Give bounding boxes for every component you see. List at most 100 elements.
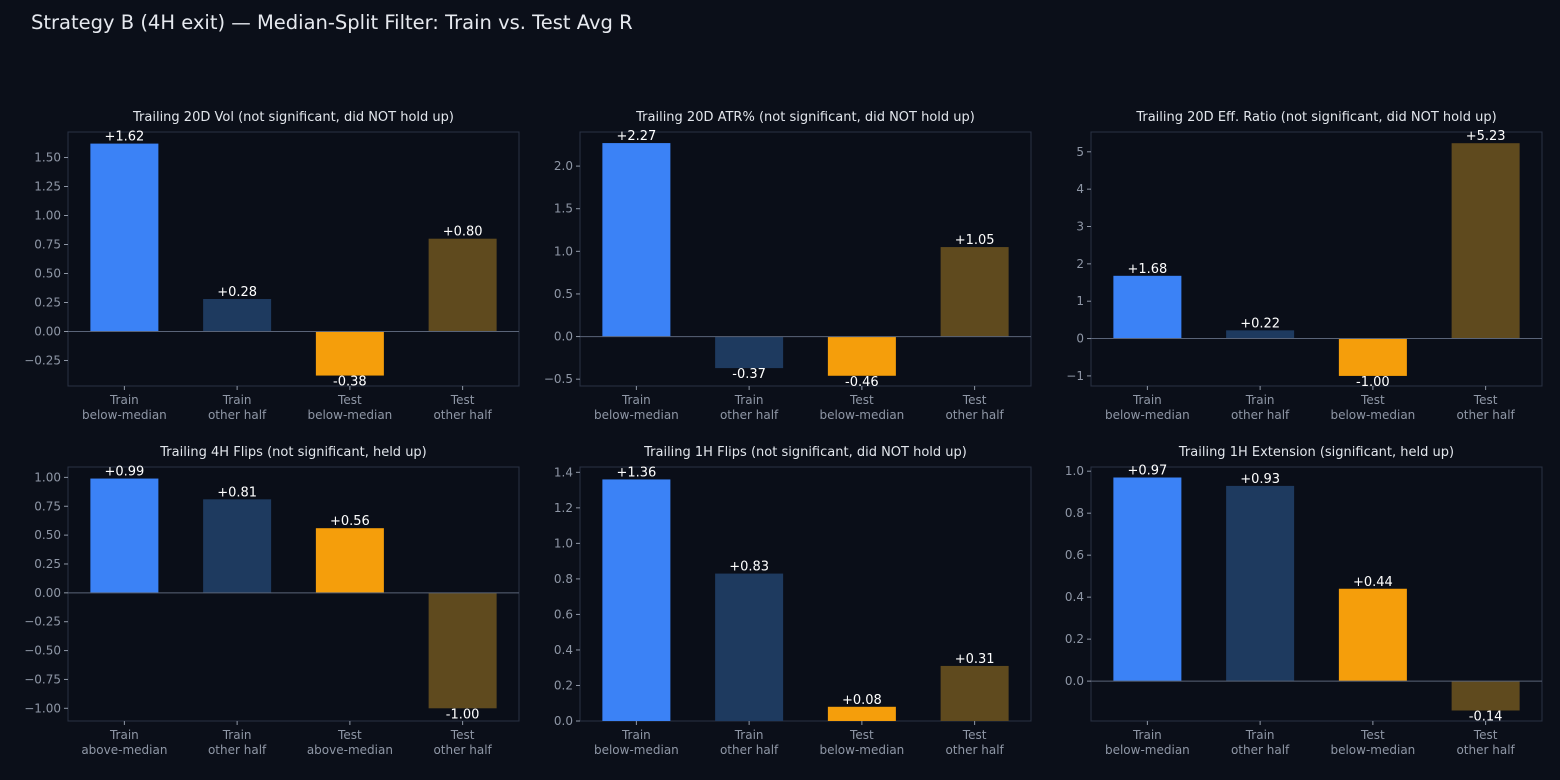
bar: [1338, 338, 1407, 376]
panel-title: Trailing 20D ATR% (not significant, did …: [635, 110, 975, 125]
category-label: Test other half: [1456, 393, 1515, 422]
y-tick-label: 0.50: [34, 266, 61, 280]
y-tick-label: 0: [1076, 332, 1084, 346]
bar: [1451, 681, 1520, 711]
data-label: -0.14: [1469, 710, 1503, 725]
category-label: Test above-median: [307, 728, 393, 757]
data-label: +1.62: [104, 130, 144, 145]
y-tick-label: −0.25: [24, 353, 61, 367]
bar: [940, 247, 1009, 337]
data-label: +1.05: [955, 233, 995, 248]
category-label: Train other half: [720, 393, 779, 422]
chart-panel: Trailing 20D Vol (not significant, did N…: [24, 110, 520, 422]
data-label: +0.44: [1353, 575, 1393, 590]
data-label: -0.46: [845, 375, 879, 390]
data-label: +0.99: [104, 465, 144, 480]
y-tick-label: 0.0: [554, 330, 573, 344]
bar: [315, 528, 384, 593]
bar: [90, 143, 159, 332]
y-tick-label: 1.00: [34, 209, 61, 223]
bar: [1226, 485, 1295, 682]
y-tick-label: 0.4: [554, 643, 573, 657]
bar: [90, 478, 159, 593]
y-tick-label: 1.0: [554, 536, 573, 550]
chart-panel: Trailing 20D Eff. Ratio (not significant…: [1066, 110, 1543, 422]
bar: [1113, 477, 1182, 682]
category-label: Test other half: [945, 728, 1004, 757]
category-label: Train above-median: [81, 728, 167, 757]
bar: [1338, 588, 1407, 682]
category-label: Train below-median: [1105, 393, 1190, 422]
chart-panel: Trailing 4H Flips (not significant, held…: [24, 445, 520, 757]
bar: [602, 143, 671, 337]
y-tick-label: 0.8: [1065, 506, 1084, 520]
chart-panel: Trailing 1H Flips (not significant, did …: [554, 445, 1032, 757]
y-tick-label: 4: [1076, 182, 1084, 196]
y-tick-label: 0.2: [1065, 632, 1084, 646]
bar: [827, 706, 896, 721]
y-tick-label: 0.4: [1065, 590, 1084, 604]
data-label: -0.38: [333, 375, 367, 390]
y-tick-label: 0.6: [554, 607, 573, 621]
category-label: Test below-median: [307, 393, 392, 422]
category-label: Test other half: [1456, 728, 1515, 757]
data-label: -1.00: [446, 707, 480, 722]
category-label: Test below-median: [819, 728, 904, 757]
y-tick-label: 5: [1076, 145, 1084, 159]
category-label: Train below-median: [82, 393, 167, 422]
panel-title: Trailing 20D Eff. Ratio (not significant…: [1135, 110, 1496, 125]
bar: [428, 238, 497, 332]
data-label: -0.37: [732, 367, 766, 382]
data-label: +0.80: [443, 225, 483, 240]
data-label: +0.08: [842, 693, 882, 708]
category-label: Train other half: [208, 393, 267, 422]
data-label: +5.23: [1466, 129, 1506, 144]
y-tick-label: 1.00: [34, 470, 61, 484]
data-label: +0.22: [1240, 316, 1280, 331]
category-label: Train below-median: [1105, 728, 1190, 757]
bar: [1226, 330, 1295, 339]
y-tick-label: 1.25: [34, 180, 61, 194]
data-label: +1.36: [616, 465, 656, 480]
y-tick-label: 0.50: [34, 528, 61, 542]
y-tick-label: 0.75: [34, 499, 61, 513]
y-tick-label: 0.25: [34, 557, 61, 571]
y-tick-label: 0.2: [554, 678, 573, 692]
category-label: Train below-median: [594, 393, 679, 422]
data-label: +0.28: [217, 285, 257, 300]
y-tick-label: −1: [1066, 369, 1084, 383]
y-tick-label: 0.00: [34, 324, 61, 338]
y-tick-label: 3: [1076, 220, 1084, 234]
data-label: +2.27: [616, 129, 656, 144]
category-label: Train other half: [1231, 728, 1290, 757]
y-tick-label: −0.75: [24, 672, 61, 686]
y-tick-label: 1: [1076, 294, 1084, 308]
y-tick-label: 0.75: [34, 238, 61, 252]
data-label: +0.56: [330, 514, 370, 529]
bar: [428, 592, 497, 709]
data-label: +0.81: [217, 485, 257, 500]
panel-title: Trailing 20D Vol (not significant, did N…: [132, 110, 454, 125]
panel-title: Trailing 1H Extension (significant, held…: [1178, 445, 1454, 460]
y-tick-label: 2: [1076, 257, 1084, 271]
category-label: Test below-median: [1330, 728, 1415, 757]
y-tick-label: −0.5: [544, 372, 573, 386]
y-tick-label: 1.2: [554, 501, 573, 515]
category-label: Test other half: [433, 728, 492, 757]
category-label: Train other half: [720, 728, 779, 757]
panel-title: Trailing 4H Flips (not significant, held…: [159, 445, 427, 460]
bar: [602, 479, 671, 721]
y-tick-label: 0.00: [34, 586, 61, 600]
category-label: Test below-median: [1330, 393, 1415, 422]
data-label: +1.68: [1127, 262, 1167, 277]
bar: [715, 336, 784, 369]
data-label: +0.93: [1240, 472, 1280, 487]
bar: [715, 573, 784, 721]
chart-panel: Trailing 20D ATR% (not significant, did …: [544, 110, 1032, 422]
y-tick-label: 0.25: [34, 295, 61, 309]
y-tick-label: −0.25: [24, 615, 61, 629]
bar: [315, 331, 384, 376]
chart-panel: Trailing 1H Extension (significant, held…: [1065, 445, 1543, 757]
y-tick-label: 0.8: [554, 572, 573, 586]
